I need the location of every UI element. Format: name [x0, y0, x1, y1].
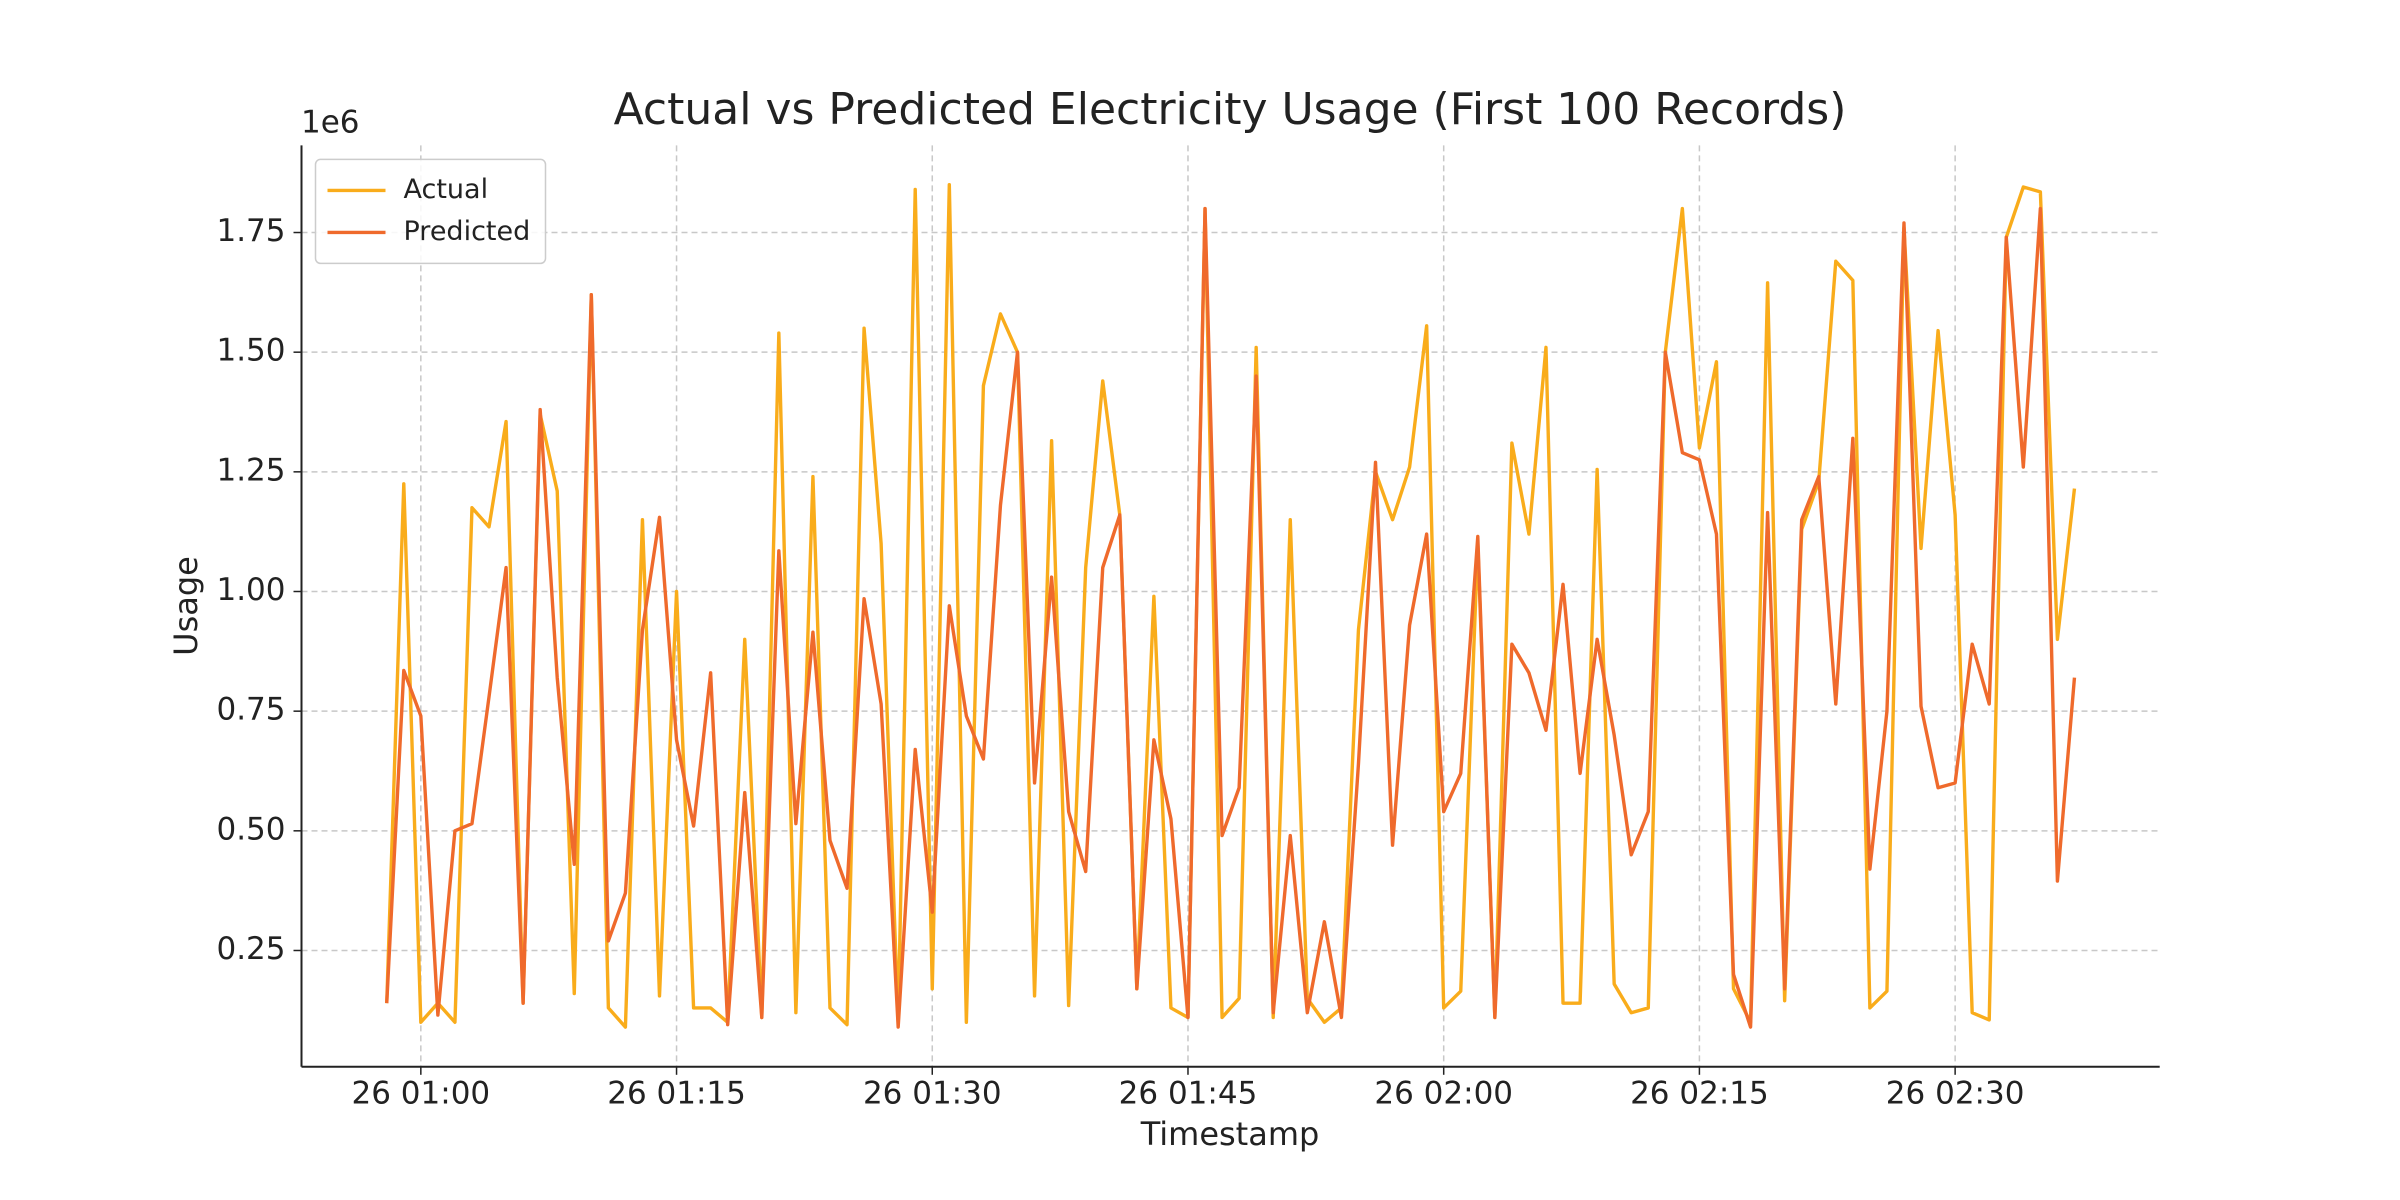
x-tick-label: 26 01:00 — [352, 1075, 491, 1111]
y-tick-label: 1.00 — [216, 572, 285, 608]
x-tick-label: 26 02:00 — [1374, 1075, 1513, 1111]
x-tick-label: 26 01:30 — [863, 1075, 1002, 1111]
y-tick-label: 0.25 — [216, 931, 285, 967]
series-line — [385, 206, 2077, 1029]
x-tick-label: 26 01:15 — [607, 1075, 746, 1111]
chart-title: Actual vs Predicted Electricity Usage (F… — [614, 84, 1847, 135]
y-tick-label: 1.25 — [216, 452, 285, 488]
y-axis-label: Usage — [167, 556, 205, 656]
y-tick-label: 0.75 — [216, 692, 285, 728]
x-tick-label: 26 02:30 — [1886, 1075, 2025, 1111]
y-tick-label: 1.50 — [216, 333, 285, 369]
x-tick-label: 26 02:15 — [1630, 1075, 1769, 1111]
y-tick-label: 0.50 — [216, 811, 285, 847]
x-tick-label: 26 01:45 — [1119, 1075, 1258, 1111]
y-tick-label: 1.75 — [216, 213, 285, 249]
legend-label: Predicted — [404, 216, 531, 247]
legend-box — [314, 158, 547, 265]
legend-label: Actual — [404, 174, 489, 205]
y-offset-label: 1e6 — [301, 105, 360, 141]
x-axis-label: Timestamp — [1140, 1115, 1320, 1153]
